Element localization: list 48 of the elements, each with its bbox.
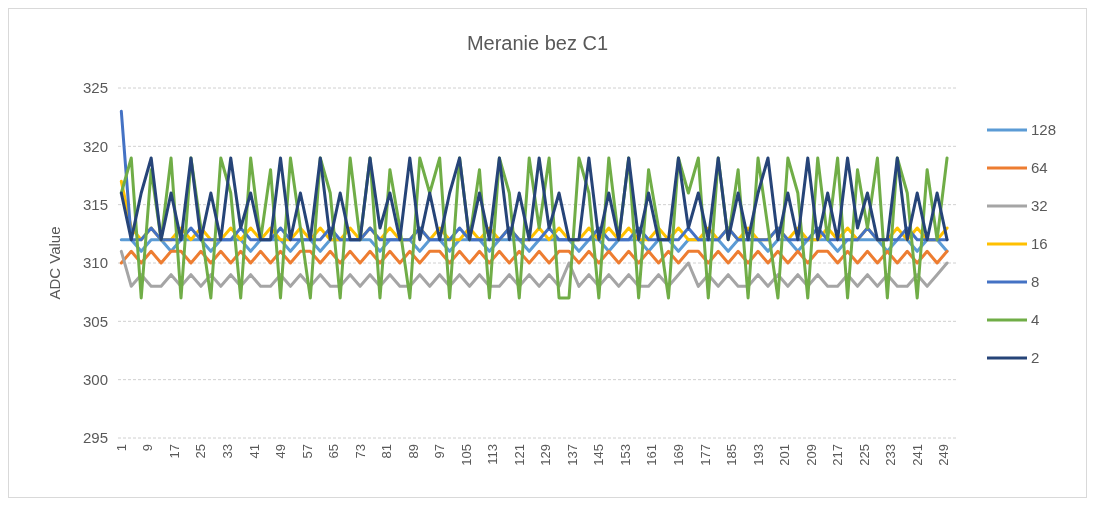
x-tick-label: 9 <box>140 444 156 452</box>
y-tick-label: 325 <box>82 79 108 97</box>
x-tick-label: 121 <box>511 444 527 466</box>
x-tick-label: 217 <box>830 444 846 466</box>
x-tick-label: 161 <box>644 444 660 466</box>
x-tick-label: 33 <box>219 444 235 459</box>
x-tick-label: 177 <box>697 444 713 466</box>
x-tick-label: 145 <box>591 444 607 466</box>
x-tick-label: 25 <box>193 444 209 459</box>
legend-label: 4 <box>1031 311 1040 329</box>
x-tick-label: 73 <box>352 444 368 459</box>
x-tick-label: 89 <box>405 444 421 459</box>
x-tick-label: 129 <box>538 444 554 466</box>
y-tick-label: 295 <box>82 429 108 447</box>
x-tick-label: 201 <box>777 444 793 466</box>
x-tick-label: 169 <box>670 444 686 466</box>
x-tick-label: 57 <box>299 444 315 459</box>
x-tick-label: 1 <box>113 444 129 452</box>
x-tick-label: 193 <box>750 444 766 466</box>
x-tick-label: 233 <box>883 444 899 466</box>
x-tick-label: 185 <box>724 444 740 466</box>
x-tick-label: 97 <box>432 444 448 459</box>
y-tick-label: 315 <box>82 195 108 213</box>
legend-label: 8 <box>1031 273 1040 291</box>
y-tick-label: 310 <box>82 254 108 272</box>
x-tick-label: 153 <box>617 444 633 466</box>
y-tick-label: 300 <box>82 370 108 388</box>
legend-label: 16 <box>1031 235 1048 253</box>
x-tick-label: 105 <box>458 444 474 466</box>
x-tick-label: 137 <box>564 444 580 466</box>
y-axis-title: ADC Value <box>46 226 63 300</box>
x-tick-label: 209 <box>803 444 819 466</box>
x-tick-label: 113 <box>485 444 501 465</box>
legend-label: 32 <box>1031 197 1048 215</box>
y-tick-label: 305 <box>82 312 108 330</box>
x-tick-label: 81 <box>379 444 395 459</box>
x-tick-label: 49 <box>273 444 289 459</box>
x-tick-label: 17 <box>166 444 182 459</box>
x-tick-label: 225 <box>856 444 872 466</box>
y-tick-label: 320 <box>82 137 108 155</box>
x-tick-label: 249 <box>936 444 952 466</box>
x-tick-label: 65 <box>326 444 342 459</box>
legend-label: 64 <box>1031 159 1048 177</box>
legend-label: 128 <box>1031 121 1057 139</box>
x-tick-label: 41 <box>246 444 262 459</box>
x-tick-label: 241 <box>909 444 925 466</box>
chart-title: Meranie bez C1 <box>466 32 609 54</box>
legend-label: 2 <box>1031 349 1040 367</box>
